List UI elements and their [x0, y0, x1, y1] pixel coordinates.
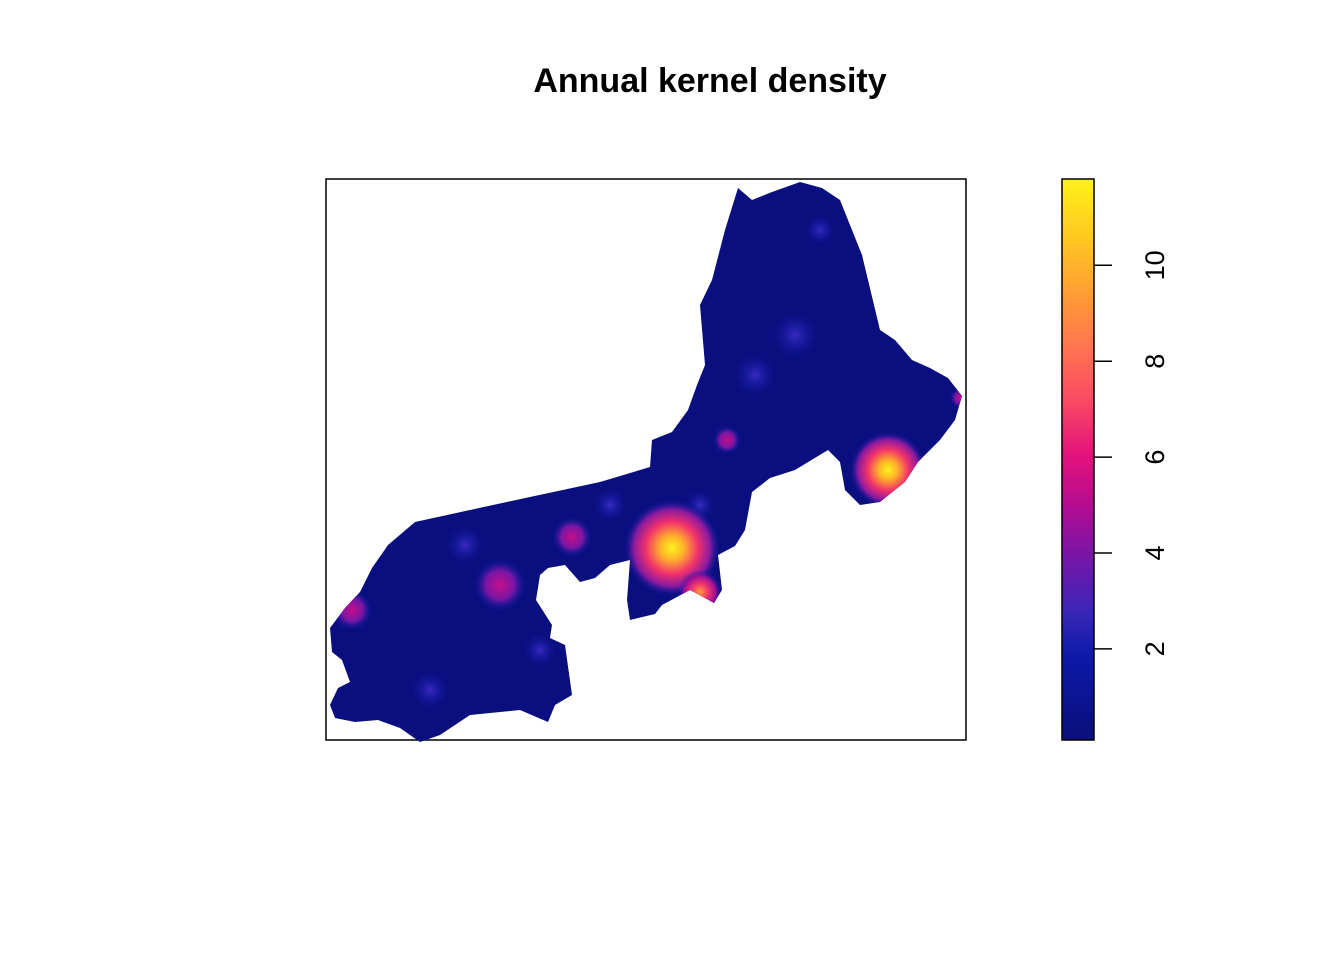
- colorbar-tick-label: 6: [1140, 450, 1170, 465]
- background-density-blob: [773, 313, 817, 357]
- plot-frame: [325, 178, 967, 741]
- hotspot-west-lobe: [474, 559, 526, 611]
- colorbar-ramp: [1061, 178, 1095, 741]
- colorbar-tick-label: 8: [1140, 354, 1170, 369]
- colorbar-tick-label: 4: [1140, 545, 1170, 560]
- hotspot-west-edge: [332, 590, 372, 630]
- colorbar-tick-label: 2: [1140, 641, 1170, 656]
- background-density-blob: [524, 634, 556, 666]
- hotspot-layer: [332, 216, 962, 708]
- density-map: [330, 182, 962, 742]
- colorbar: 2 4 6 8 10: [1061, 178, 1170, 741]
- colorbar-ticks: 2 4 6 8 10: [1094, 250, 1170, 656]
- chart-title: Annual kernel density: [533, 62, 886, 100]
- hotspot-center-south: [678, 570, 722, 614]
- hotspot-east-edge: [950, 388, 962, 408]
- background-density-blob: [447, 527, 483, 563]
- background-density-blob: [412, 672, 448, 708]
- hotspot-central-west: [552, 517, 592, 557]
- background-density-blob: [735, 355, 775, 395]
- hotspot-north-center: [713, 426, 741, 454]
- hotspot-east: [850, 432, 926, 508]
- background-density-blob: [594, 489, 626, 521]
- background-density-blob: [806, 216, 834, 244]
- colorbar-tick-label: 10: [1140, 250, 1170, 280]
